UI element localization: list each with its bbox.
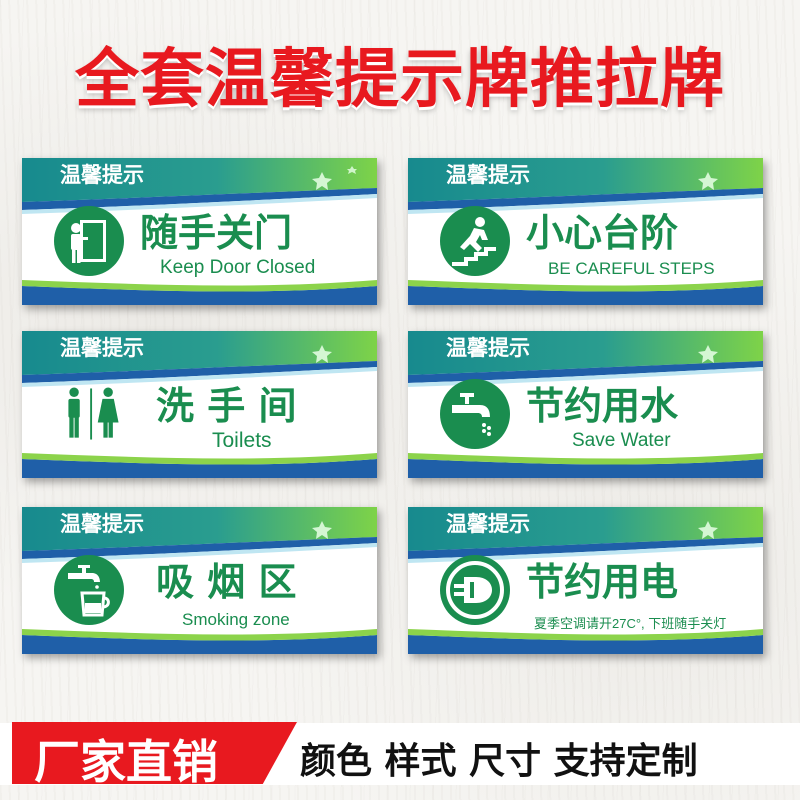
sign-careful-steps: 温馨提示 小心台阶 BE CAREFUL STEPS <box>408 158 763 305</box>
sign-save-electricity: 温馨提示 节约用电 夏季空调请开27C°, 下班随手关灯 <box>408 507 763 654</box>
sign-title-en: Toilets <box>212 429 272 452</box>
sign-title-en: Smoking zone <box>182 610 290 629</box>
sign-banner-graphic <box>22 331 377 478</box>
sign-title-en: 夏季空调请开27C°, 下班随手关灯 <box>534 616 727 631</box>
sign-title-zh: 小心台阶 <box>526 211 679 255</box>
toilet-icon <box>68 387 119 440</box>
sign-save-water: 温馨提示 节约用水 Save Water <box>408 331 763 478</box>
sign-tip-label: 温馨提示 <box>446 163 530 187</box>
sign-banner-graphic <box>22 158 377 305</box>
sign-title-zh: 节约用水 <box>526 384 679 428</box>
sign-tip-label: 温馨提示 <box>446 336 530 360</box>
sign-tip-label: 温馨提示 <box>60 336 144 360</box>
sign-keep-door-closed: 温馨提示 随手关门 Keep Door Closed <box>22 158 377 305</box>
sign-banner-graphic <box>408 158 763 305</box>
sign-title-zh: 洗 手 间 <box>156 384 297 428</box>
badge-text: 厂家直销 <box>34 735 218 789</box>
sign-tip-label: 温馨提示 <box>446 512 530 536</box>
sign-title-en: Keep Door Closed <box>160 257 316 278</box>
faucet-icon <box>440 379 510 449</box>
customization-text: 颜色 样式 尺寸 支持定制 <box>300 741 698 782</box>
sign-title-en: Save Water <box>572 430 671 451</box>
plug-icon <box>440 555 510 625</box>
sign-tip-label: 温馨提示 <box>60 512 144 536</box>
sign-title-zh: 节约用电 <box>526 560 679 604</box>
sign-banner-graphic <box>408 331 763 478</box>
factory-direct-badge: 厂家直销 <box>12 722 297 784</box>
sign-toilets: 温馨提示 洗 手 间 Toilets <box>22 331 377 478</box>
sign-title-zh: 随手关门 <box>140 211 293 255</box>
page-title: 全套温馨提示牌推拉牌 <box>75 43 725 117</box>
stairs-icon <box>440 206 510 276</box>
sign-banner-graphic <box>408 507 763 654</box>
sign-smoking-zone: 温馨提示 吸 烟 区 Smoking zone <box>22 507 377 654</box>
sign-tip-label: 温馨提示 <box>60 163 144 187</box>
cup-faucet-icon <box>54 555 124 625</box>
sign-banner-graphic <box>22 507 377 654</box>
door-icon <box>54 206 124 276</box>
sign-title-en: BE CAREFUL STEPS <box>548 259 715 278</box>
sign-title-zh: 吸 烟 区 <box>156 560 297 604</box>
